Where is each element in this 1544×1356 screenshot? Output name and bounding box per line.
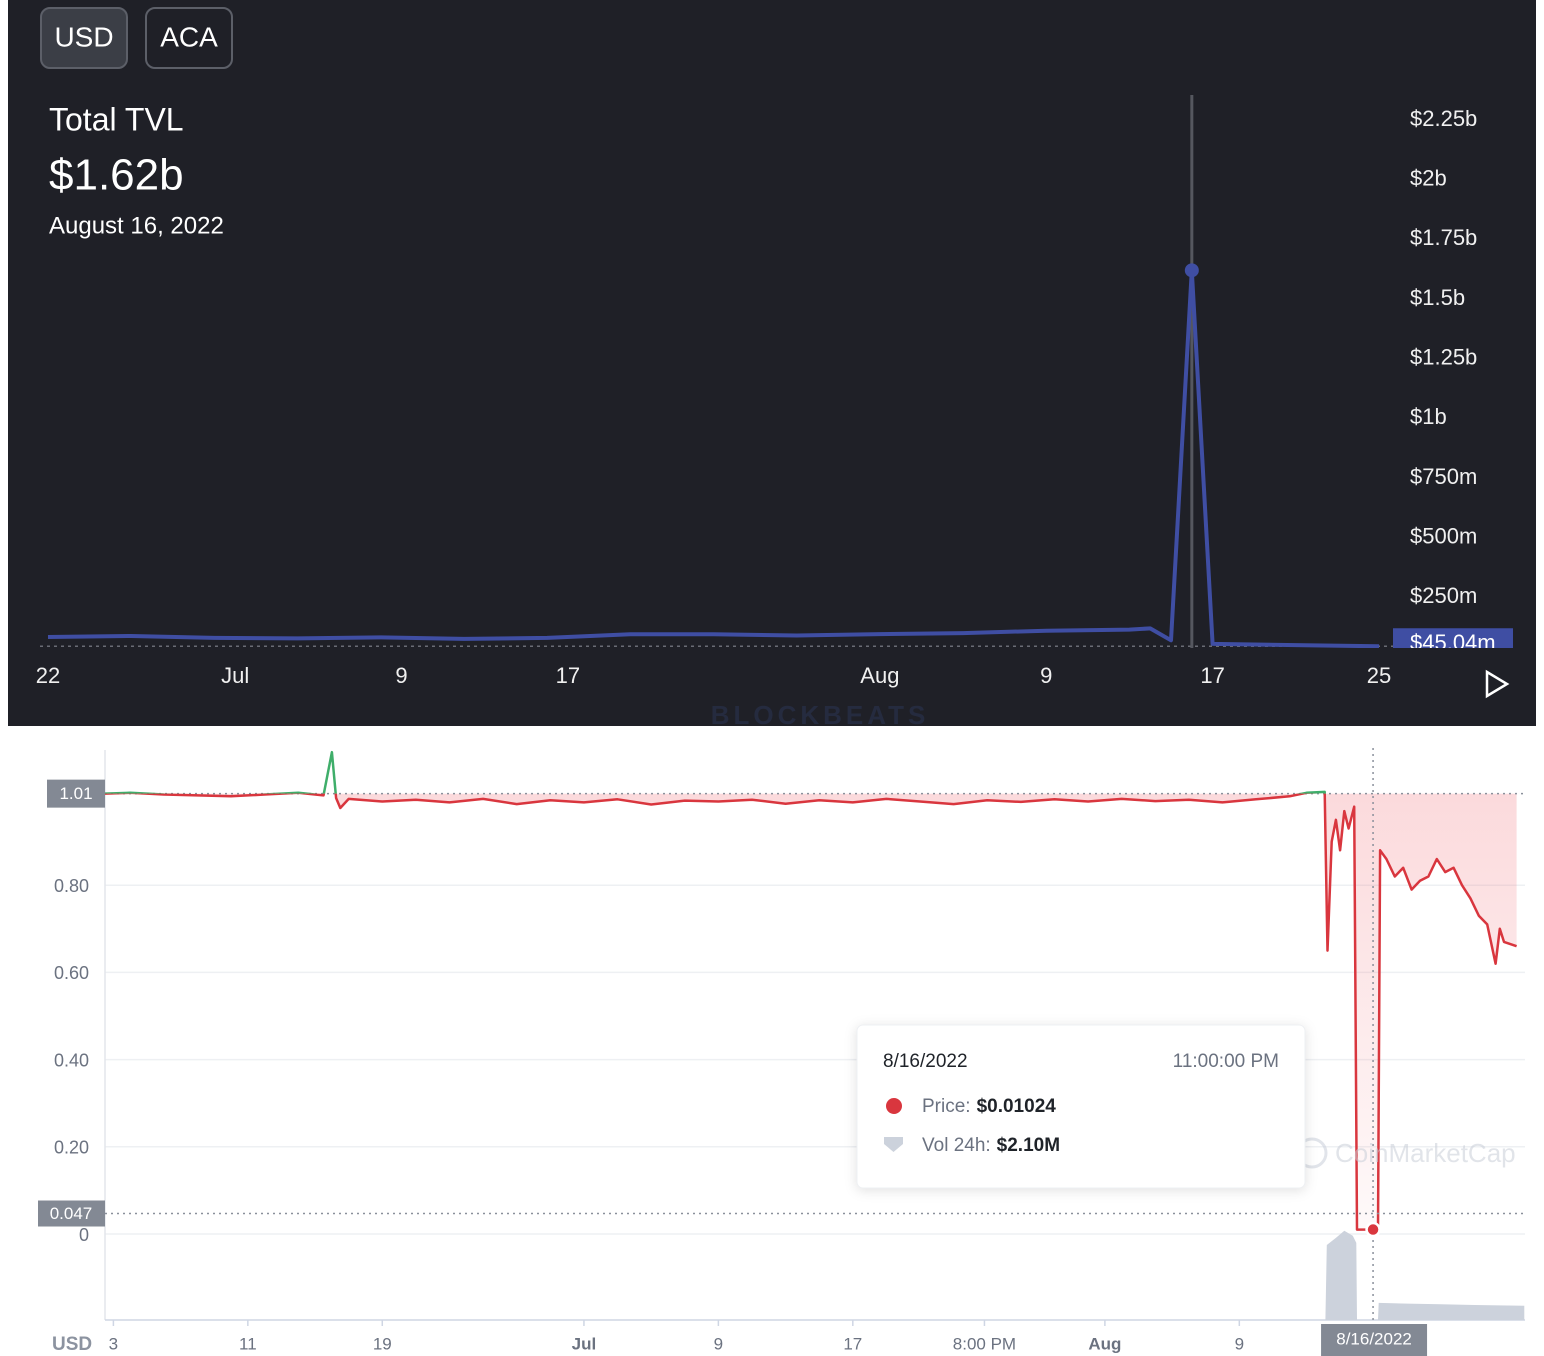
hover-date: August 16, 2022 [49,212,224,239]
y-tick-label: $500m [1410,523,1477,548]
y-tick-label: 0.80 [54,876,89,896]
play-button[interactable] [1485,669,1510,699]
plot: $45.04m [40,95,1513,655]
button-label: ACA [160,21,218,52]
x-tick-label: 9 [1040,663,1052,688]
x-tick-label: 22 [36,663,60,688]
tooltip-price-label: Price: [922,1096,971,1117]
currency-label: USD [52,1334,92,1355]
tooltip-price: $0.01024 [977,1096,1057,1117]
x-tick-label: 17 [556,663,580,688]
tooltip-date: 8/16/2022 [883,1051,968,1072]
x-tick-label: Jul [572,1334,597,1353]
last-value-tag [1393,628,1513,648]
x-tick-label: 3 [109,1334,118,1353]
y-tick-label: $1b [1410,404,1447,429]
x-tick-label: 19 [373,1334,392,1353]
button-label: USD [54,21,113,52]
y-tick-label: 0 [79,1225,89,1245]
x-tick-label: 8:00 PM [953,1334,1016,1353]
x-tick-label: 9 [1235,1334,1244,1353]
y-tick-label: $250m [1410,583,1477,608]
crosshair-tag [1321,1324,1428,1356]
last-value-label: $45.04m [1410,630,1496,655]
x-tick-label: 17 [1200,663,1224,688]
x-tick-label: 11 [239,1334,257,1353]
price-panel [0,726,1544,1356]
x-tick-label: Aug [860,663,899,688]
y-tick-label: $1.5b [1410,285,1465,310]
y-tick-label: $2b [1410,165,1447,190]
tooltip-vol-label: Vol 24h: [922,1135,991,1156]
watermark: CoinMarketCap [1335,1138,1516,1168]
tooltip-vol: $2.10M [997,1135,1060,1156]
tooltip [856,1024,1306,1189]
x-tick-label: 17 [843,1334,862,1353]
hover-value: $1.62b [49,151,184,200]
tooltip-time: 11:00:00 PM [1173,1051,1279,1072]
x-tick-label: Aug [1088,1334,1121,1353]
y-tick-label: $2.25b [1410,106,1477,131]
x-tick-label: 9 [395,663,407,688]
y-tick-label: 0.40 [54,1050,89,1070]
y-tick-label: $1.25b [1410,344,1477,369]
price-area [146,793,1517,1230]
hover-dot [1184,263,1199,278]
price-tag-label: 0.047 [50,1204,93,1223]
x-tick-label: 9 [714,1334,723,1353]
aca-button[interactable] [145,7,233,69]
price-line-down [105,793,1518,1231]
tvl-panel [8,0,1536,726]
x-tick-label: 25 [1367,663,1391,688]
hover-dot [1365,1221,1381,1238]
y-tick-label: 0.20 [54,1138,89,1158]
price-tag [38,1200,105,1227]
tvl-line [47,268,1380,648]
y-tick-label: 0.60 [54,963,89,983]
baseline-label: 1.01 [59,784,92,803]
watermark: BLOCKBEATS [711,700,930,730]
usd-button[interactable] [40,7,128,69]
y-tick-label: $750m [1410,464,1477,489]
y-tick-label: $1.75b [1410,225,1477,250]
chart-title: Total TVL [49,101,184,137]
crosshair-label: 8/16/2022 [1336,1329,1412,1348]
baseline-tag [47,779,105,808]
x-tick-label: Jul [221,663,249,688]
price-dot [886,1098,902,1114]
volume-area [1325,1230,1525,1320]
volume-icon [884,1137,903,1152]
